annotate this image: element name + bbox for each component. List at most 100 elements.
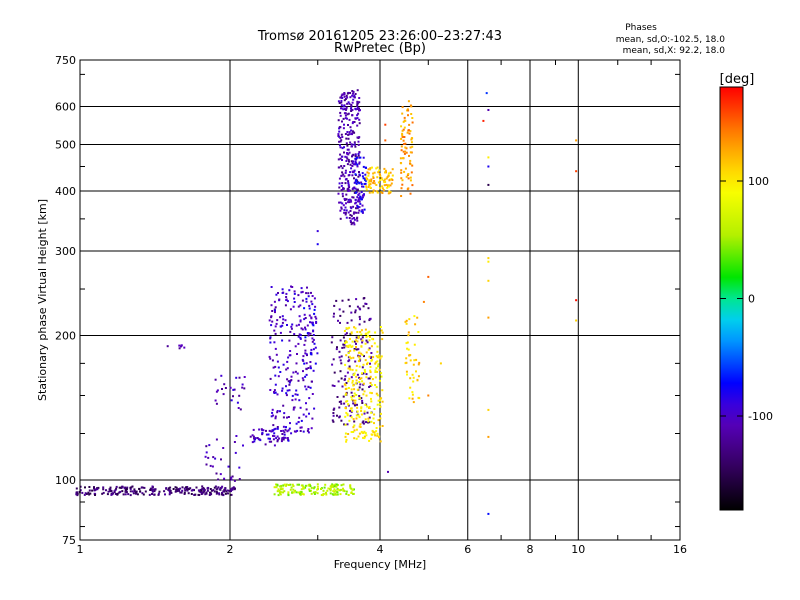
data-point bbox=[230, 490, 232, 493]
data-point bbox=[291, 286, 294, 288]
data-point bbox=[275, 483, 277, 486]
data-point bbox=[379, 173, 381, 176]
data-point bbox=[374, 371, 377, 373]
data-point bbox=[406, 341, 409, 344]
data-point bbox=[402, 128, 405, 131]
data-point bbox=[311, 303, 314, 306]
data-point bbox=[347, 180, 350, 183]
data-point bbox=[325, 491, 327, 494]
data-point bbox=[133, 488, 136, 491]
data-point bbox=[336, 491, 339, 494]
y-tick-label: 200 bbox=[55, 330, 76, 343]
data-point bbox=[376, 176, 379, 179]
data-point bbox=[338, 126, 341, 129]
data-point bbox=[338, 140, 341, 143]
data-point bbox=[282, 491, 284, 494]
data-point bbox=[350, 143, 353, 146]
data-point bbox=[216, 389, 219, 392]
data-point bbox=[352, 153, 355, 156]
data-point bbox=[351, 162, 354, 164]
data-point bbox=[274, 347, 277, 350]
data-point bbox=[369, 183, 372, 186]
data-point bbox=[374, 376, 377, 379]
data-point bbox=[367, 421, 369, 424]
data-point bbox=[349, 214, 352, 216]
data-point bbox=[355, 379, 358, 382]
data-point bbox=[406, 347, 409, 350]
data-point bbox=[205, 491, 208, 494]
data-point bbox=[94, 494, 96, 496]
data-point bbox=[125, 490, 128, 492]
data-point bbox=[238, 478, 241, 481]
data-point bbox=[111, 493, 114, 496]
data-point bbox=[309, 352, 312, 355]
data-point bbox=[370, 352, 373, 354]
data-point bbox=[270, 324, 273, 327]
data-point bbox=[222, 493, 225, 496]
data-point bbox=[348, 160, 350, 163]
data-point bbox=[370, 420, 373, 423]
data-point bbox=[379, 187, 382, 190]
data-point bbox=[129, 490, 132, 493]
data-point bbox=[285, 296, 288, 298]
data-point bbox=[380, 397, 383, 400]
data-point bbox=[191, 489, 194, 492]
data-point bbox=[279, 316, 282, 319]
data-point bbox=[349, 338, 351, 340]
data-point bbox=[176, 488, 179, 491]
data-point bbox=[374, 434, 377, 437]
data-point bbox=[287, 484, 290, 486]
data-point bbox=[268, 429, 271, 432]
data-point bbox=[206, 489, 209, 492]
data-point bbox=[335, 483, 338, 486]
data-point bbox=[313, 486, 316, 489]
data-point bbox=[292, 488, 295, 491]
data-point bbox=[352, 196, 355, 199]
data-point bbox=[212, 489, 215, 492]
data-point bbox=[345, 94, 348, 97]
data-point bbox=[200, 489, 203, 492]
data-point bbox=[416, 316, 419, 319]
data-point bbox=[408, 318, 411, 321]
data-point bbox=[302, 430, 305, 433]
data-point bbox=[384, 171, 386, 174]
data-point bbox=[378, 368, 381, 371]
data-point bbox=[269, 336, 272, 339]
data-point bbox=[365, 188, 368, 191]
data-point bbox=[385, 183, 388, 186]
data-point bbox=[380, 191, 383, 194]
data-point bbox=[344, 388, 347, 390]
data-point bbox=[360, 333, 363, 336]
data-point bbox=[342, 343, 345, 346]
data-point bbox=[372, 191, 374, 194]
data-point bbox=[214, 457, 217, 460]
data-point bbox=[297, 379, 300, 382]
data-point bbox=[373, 433, 376, 436]
data-point bbox=[350, 346, 353, 348]
data-point bbox=[281, 292, 284, 294]
data-point bbox=[302, 486, 305, 489]
x-tick-label: 8 bbox=[527, 543, 534, 556]
data-point bbox=[347, 387, 350, 389]
data-point bbox=[487, 109, 490, 111]
data-point bbox=[339, 493, 342, 496]
data-point bbox=[379, 440, 382, 443]
data-point bbox=[353, 340, 356, 343]
data-point bbox=[339, 489, 341, 492]
data-point bbox=[355, 369, 358, 372]
data-point bbox=[234, 487, 236, 490]
data-point bbox=[370, 356, 373, 359]
data-point bbox=[370, 180, 373, 183]
data-point bbox=[304, 339, 307, 342]
data-point bbox=[302, 485, 305, 488]
data-point bbox=[295, 324, 298, 327]
data-point bbox=[366, 411, 369, 414]
data-point bbox=[403, 136, 406, 138]
data-point bbox=[338, 356, 341, 359]
data-point bbox=[210, 489, 213, 492]
data-point bbox=[310, 291, 312, 294]
data-point bbox=[321, 494, 324, 497]
data-point bbox=[178, 344, 181, 347]
data-point bbox=[355, 336, 358, 339]
data-point bbox=[293, 406, 296, 409]
